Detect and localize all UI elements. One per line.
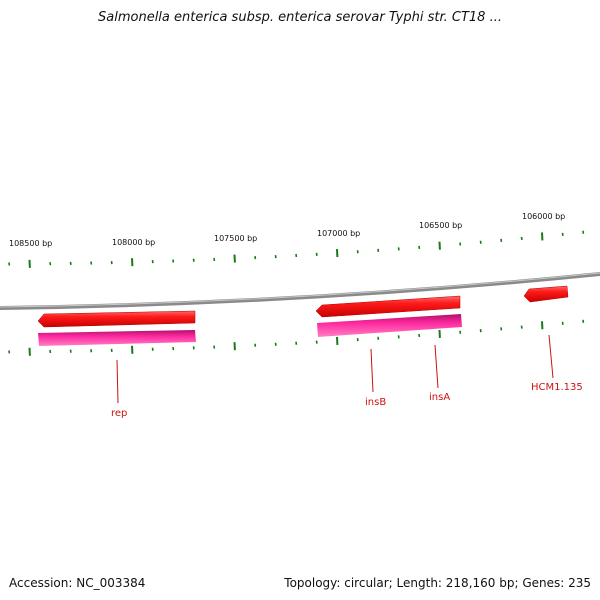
- gene-label-insB[interactable]: insB: [365, 397, 386, 408]
- leader-rep: [116, 359, 119, 404]
- map-title: Salmonella enterica subsp. enterica sero…: [98, 10, 502, 25]
- accession-text: Accession: NC_003384: [9, 576, 146, 590]
- scale-label-106500: 106500 bp: [419, 221, 462, 230]
- lower-scale-ticks: [8, 319, 585, 356]
- leader-HCM1-135: [548, 334, 554, 379]
- cds-insB[interactable]: [315, 295, 461, 318]
- scale-label-107500: 107500 bp: [214, 234, 257, 243]
- upper-scale-ticks: [8, 230, 585, 268]
- gene-rep[interactable]: [38, 330, 196, 346]
- gene-label-HCM1-135[interactable]: HCM1.135: [531, 382, 583, 393]
- scale-label-108000: 108000 bp: [112, 238, 155, 247]
- plasmid-backbone: [0, 272, 600, 310]
- cds-HCM1-135[interactable]: [523, 285, 569, 303]
- leader-insA: [434, 344, 439, 389]
- cds-rep[interactable]: [37, 310, 196, 328]
- gene-insB-insA[interactable]: [317, 314, 462, 337]
- scale-label-107000: 107000 bp: [317, 229, 360, 238]
- scale-label-108500: 108500 bp: [9, 239, 52, 248]
- scale-label-106000: 106000 bp: [522, 212, 565, 221]
- summary-text: Topology: circular; Length: 218,160 bp; …: [284, 576, 591, 590]
- leader-insB: [370, 348, 374, 393]
- gene-label-rep[interactable]: rep: [111, 408, 127, 419]
- gene-label-insA[interactable]: insA: [429, 392, 450, 403]
